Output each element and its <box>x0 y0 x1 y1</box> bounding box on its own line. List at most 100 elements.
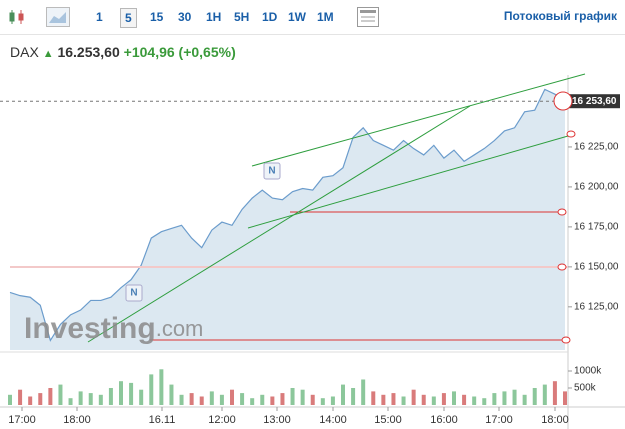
y-tick-label: 500k <box>574 383 597 394</box>
y-tick-label: 16 200,00 <box>574 182 619 193</box>
y-tick-label: 1000k <box>574 366 602 377</box>
volume-bar <box>381 394 386 405</box>
volume-bar <box>98 394 103 405</box>
volume-bar <box>240 393 245 405</box>
volume-bar <box>149 374 154 405</box>
x-tick-label: 17:00 <box>485 414 513 426</box>
volume-bar <box>58 384 63 405</box>
x-tick-label: 12:00 <box>208 414 236 426</box>
trend-line <box>247 135 569 229</box>
interval-button[interactable]: 30 <box>178 10 192 24</box>
y-tick-label: 16 175,00 <box>574 222 619 233</box>
volume-bar <box>341 384 345 405</box>
volume-bar <box>452 391 456 405</box>
volume-bar <box>68 398 73 405</box>
watermark-brand: Investing <box>24 312 156 345</box>
x-tick-label: 13:00 <box>263 414 291 426</box>
stream-link[interactable]: Потоковый график <box>503 9 617 23</box>
volume-bar <box>421 394 426 405</box>
volume-bar <box>48 387 53 405</box>
volume-bar <box>219 394 224 405</box>
volume-bar <box>371 391 376 405</box>
quote-header: DAX ▲ 16.253,60 +104,96 (+0,65%) <box>10 44 236 60</box>
up-arrow: ▲ <box>42 48 54 60</box>
x-tick-label: 17:00 <box>8 414 36 426</box>
volume-bar <box>8 394 12 405</box>
interval-button[interactable]: 1H <box>206 10 222 24</box>
volume-bar <box>189 393 194 405</box>
last-price-box <box>568 94 620 109</box>
toolbar: 1 5 15 30 1H 5H 1D 1W 1M Потоковый график <box>0 0 625 35</box>
volume-bar <box>512 389 517 405</box>
volume-bar <box>139 389 144 405</box>
interval-button[interactable]: 5H <box>234 10 250 24</box>
price: 16.253,60 <box>57 44 120 60</box>
volume-bar <box>18 389 23 405</box>
volume-bar <box>542 384 547 405</box>
interval-button[interactable]: 1W <box>288 10 306 24</box>
volume-bar <box>482 398 487 405</box>
volume-bar <box>179 394 184 405</box>
candle-icon[interactable] <box>8 8 28 26</box>
volume-bar <box>270 396 275 405</box>
volume-bar <box>28 396 33 405</box>
interval-button[interactable]: 1M <box>317 10 334 24</box>
volume-bar <box>310 394 315 405</box>
x-tick-label: 16.11 <box>149 414 176 426</box>
volume-bar <box>563 391 567 405</box>
x-tick-label: 18:00 <box>63 414 91 426</box>
drawings: N N <box>10 73 586 344</box>
volume-bar <box>441 393 446 405</box>
volume-bar <box>401 396 406 405</box>
news-n: N <box>268 166 275 177</box>
volume-bar <box>290 387 295 405</box>
volume-bar <box>280 393 285 405</box>
change-pct: (+0,65%) <box>178 44 236 60</box>
y-tick-label: 16 125,00 <box>574 301 619 312</box>
volume-bar <box>38 393 43 405</box>
volume-bar <box>462 394 467 405</box>
news-marker[interactable]: N <box>263 162 281 180</box>
price-line <box>9 88 566 342</box>
symbol: DAX <box>10 44 39 60</box>
y-tick-label: 16 225,00 <box>574 142 619 153</box>
news-marker[interactable]: N <box>125 284 143 302</box>
volume-bar <box>260 394 265 405</box>
volume-bar <box>108 387 113 405</box>
change: +104,96 <box>123 44 175 60</box>
last-price-label: 16 253,60 <box>572 96 617 107</box>
volume-bar <box>411 389 416 405</box>
volume-bar <box>159 369 164 405</box>
trend-line <box>251 73 586 167</box>
interval-button[interactable]: 15 <box>150 10 164 24</box>
volume-bar <box>250 398 255 405</box>
y-tick-label: 16 150,00 <box>574 262 619 273</box>
volume-bar <box>492 393 497 405</box>
volume-bar <box>522 394 527 405</box>
volume-bar <box>361 379 366 405</box>
interval-button[interactable]: 1 <box>96 10 103 24</box>
trend-line <box>87 105 471 343</box>
volume-bar <box>431 396 436 405</box>
volume-bar <box>532 387 537 405</box>
volume-bar <box>169 384 174 405</box>
x-tick-label: 15:00 <box>374 414 402 426</box>
interval-button[interactable]: 1D <box>262 10 278 24</box>
x-tick-label: 16:00 <box>430 414 458 426</box>
x-tick-label: 18:00 <box>541 414 569 426</box>
area-icon[interactable] <box>46 7 70 27</box>
interval-button[interactable]: 5 <box>120 8 137 28</box>
price-area <box>10 89 565 351</box>
volume-bar <box>391 393 396 405</box>
volume-bar <box>330 396 335 405</box>
volume-bar <box>320 398 325 405</box>
volume-bar <box>209 391 214 405</box>
volume-bar <box>88 393 93 405</box>
volume-bar <box>119 381 123 405</box>
indicator-icon[interactable] <box>357 7 379 27</box>
volume-bar <box>78 391 83 405</box>
volume-bar <box>199 396 204 405</box>
x-tick-label: 14:00 <box>319 414 347 426</box>
